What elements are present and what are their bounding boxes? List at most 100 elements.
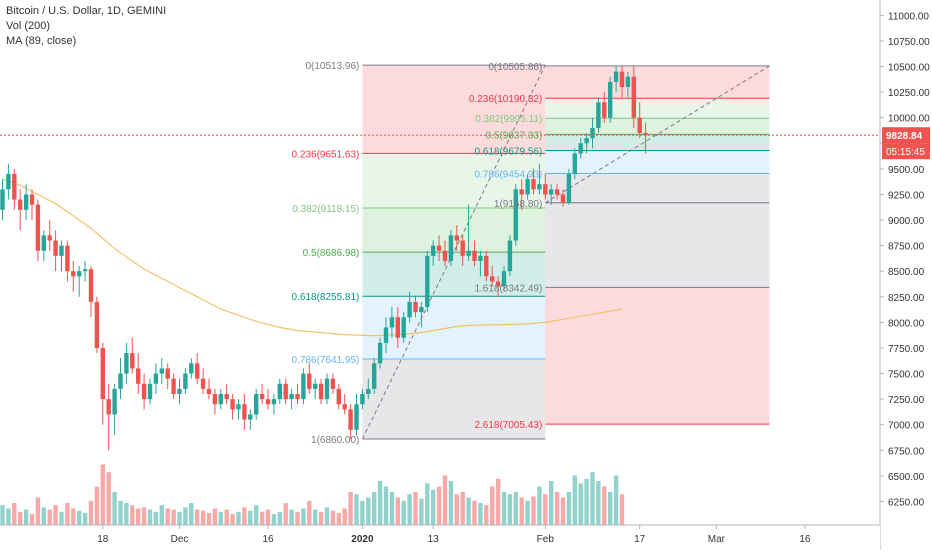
candle-body xyxy=(602,102,607,118)
volume-bar xyxy=(549,481,554,525)
fibonacci-lines xyxy=(362,64,770,440)
candle-body xyxy=(18,199,23,210)
candle-body xyxy=(254,394,259,415)
candle-body xyxy=(608,81,613,118)
candle-body xyxy=(543,184,548,195)
volume-bar xyxy=(383,486,389,525)
candle-body xyxy=(566,173,572,203)
candle-body xyxy=(431,245,436,256)
volume-bar xyxy=(147,509,153,525)
candle-body xyxy=(224,394,229,400)
price-tick-label: 7000.00 xyxy=(888,421,925,432)
candle-body xyxy=(283,383,288,400)
volume-bar xyxy=(165,508,170,525)
volume-bar xyxy=(59,511,64,525)
volume-bar xyxy=(531,496,536,525)
volume-bar xyxy=(407,494,412,525)
candle-body xyxy=(389,317,395,328)
chart-legend: Bitcoin / U.S. Dollar, 1D, GEMINI Vol (2… xyxy=(6,4,166,49)
candle-body xyxy=(47,235,52,241)
candle-body xyxy=(596,102,601,128)
legend-volume[interactable]: Vol (200) xyxy=(6,20,51,32)
countdown-badge xyxy=(882,143,930,160)
fib-level-label-left: 1(6860.00) xyxy=(311,435,359,446)
candle-body xyxy=(295,394,300,400)
candle-body xyxy=(466,250,471,256)
fibonacci-trendlines xyxy=(361,64,770,440)
volume-bar xyxy=(519,497,524,525)
candle-body xyxy=(71,271,76,277)
time-tick-label: Mar xyxy=(708,534,726,545)
volume-bar xyxy=(265,509,271,525)
volume-bar xyxy=(130,505,135,525)
volume-bar xyxy=(602,486,607,525)
fib-level-label-right: 2.618(7005.43) xyxy=(474,420,542,431)
volume-bar xyxy=(88,500,94,525)
price-tick-label: 8250.00 xyxy=(888,293,925,304)
volume-bar xyxy=(448,481,454,525)
volume-bar xyxy=(389,492,395,525)
current-price-badge xyxy=(882,127,930,144)
volume-bar xyxy=(230,514,235,525)
fib-band-right xyxy=(545,202,770,288)
volume-bar xyxy=(377,481,383,525)
fib-band-right xyxy=(545,134,770,151)
candle-body xyxy=(94,301,100,348)
fibonacci-labels: 0(10513.96) 0.236(9651.63) 0.382(9118.15) 0… xyxy=(292,61,543,446)
volume-bar xyxy=(153,511,159,525)
fib-level-label-right: 1(9168.80) xyxy=(494,199,542,210)
fib-band-left xyxy=(362,252,546,297)
volume-bar xyxy=(259,511,265,525)
fib-band-right xyxy=(545,118,770,135)
candle-body xyxy=(537,184,542,190)
volume-bar xyxy=(295,511,300,525)
volume-bar xyxy=(413,492,418,525)
candle-body xyxy=(29,194,35,205)
price-tick-label: 7500.00 xyxy=(888,370,925,381)
candle-body xyxy=(318,383,324,400)
candle-body xyxy=(307,373,312,389)
fib-level-label-right: 1.618(8342.49) xyxy=(474,283,542,294)
volume-bar xyxy=(41,507,46,525)
candle-body xyxy=(100,347,105,400)
volume-bar xyxy=(301,508,306,525)
candle-body xyxy=(519,189,524,195)
volume-bar xyxy=(195,509,200,525)
volume-bar xyxy=(537,486,542,525)
price-tick-label: 9000.00 xyxy=(888,216,925,227)
candle-body xyxy=(531,179,536,190)
legend-symbol[interactable]: Bitcoin / U.S. Dollar, 1D, GEMINI xyxy=(6,5,167,17)
price-tick-label: 10750.00 xyxy=(888,37,930,48)
time-tick-label: 13 xyxy=(428,534,440,545)
legend-ma[interactable]: MA (89, close) xyxy=(6,35,77,47)
time-axis-background xyxy=(0,525,880,550)
candle-body xyxy=(23,194,29,210)
time-tick-label: 18 xyxy=(97,534,109,545)
candle-body xyxy=(549,189,554,195)
candle-body xyxy=(513,189,518,241)
candle-body xyxy=(448,235,454,261)
volume-bar xyxy=(354,494,359,525)
price-tick-label: 7750.00 xyxy=(888,344,925,355)
candle-body xyxy=(631,76,636,118)
time-tick-label: 2020 xyxy=(351,534,374,545)
volume-bar xyxy=(94,486,100,525)
volume-bar xyxy=(236,511,241,525)
candle-body xyxy=(289,394,294,400)
volume-bar xyxy=(360,500,365,525)
volume-bar xyxy=(65,503,70,525)
candle-body xyxy=(419,307,424,313)
candle-body xyxy=(130,353,135,369)
volume-bar xyxy=(442,475,448,525)
candle-body xyxy=(484,255,489,277)
candle-body xyxy=(118,373,123,389)
candle-body xyxy=(242,404,247,420)
volume-bar xyxy=(525,500,530,525)
candle-body xyxy=(41,235,46,251)
candle-body xyxy=(584,138,589,144)
fib-level-label-right: 0.382(9995.11) xyxy=(475,114,542,125)
volume-bar xyxy=(141,507,147,525)
candle-body xyxy=(354,404,359,430)
